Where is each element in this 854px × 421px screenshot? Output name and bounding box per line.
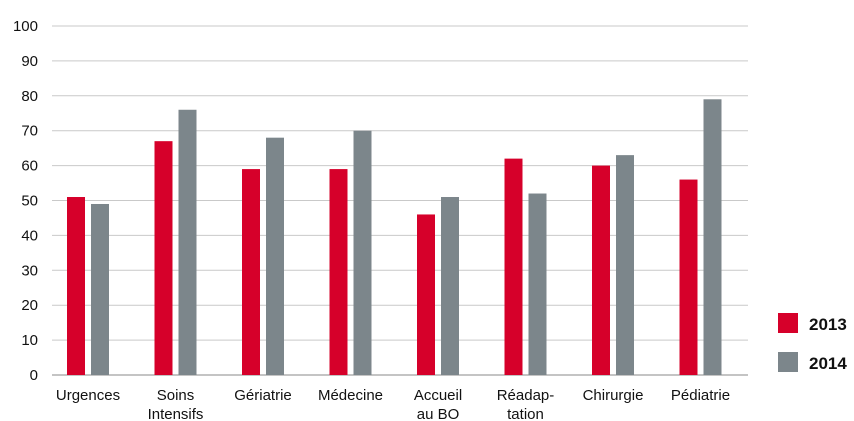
x-tick-label: tation bbox=[507, 406, 544, 421]
legend-swatch-2013 bbox=[778, 313, 798, 333]
bar-2013-1 bbox=[154, 141, 173, 375]
x-tick-label: Accueil bbox=[414, 387, 462, 404]
bar-2014-5 bbox=[528, 193, 547, 375]
x-axis: Urgences Soins Intensifs Gériatrie Médecine A… bbox=[56, 387, 730, 421]
bar-2014-1 bbox=[178, 109, 197, 375]
legend-label-2014: 2014 bbox=[809, 354, 847, 373]
y-tick-label: 100 bbox=[13, 18, 38, 35]
y-tick-label: 0 bbox=[30, 367, 38, 384]
x-tick-label: Gériatrie bbox=[234, 387, 292, 404]
x-tick-label: Urgences bbox=[56, 387, 120, 404]
bar-2013-6 bbox=[592, 165, 610, 375]
legend-label-2013: 2013 bbox=[809, 315, 847, 334]
bar-2014-6 bbox=[616, 155, 634, 375]
chart-legend: 2013 2014 bbox=[778, 313, 847, 373]
bar-2014-4 bbox=[441, 197, 459, 375]
y-tick-label: 70 bbox=[21, 123, 38, 140]
bar-2014-7 bbox=[703, 99, 722, 375]
y-tick-label: 60 bbox=[21, 158, 38, 175]
y-axis: 0 10 20 30 40 50 60 70 80 90 100 bbox=[13, 18, 38, 384]
y-tick-label: 20 bbox=[21, 297, 38, 314]
y-tick-label: 80 bbox=[21, 88, 38, 105]
bar-2014-0 bbox=[91, 203, 109, 375]
bar-2013-4 bbox=[417, 214, 435, 375]
x-tick-label: au BO bbox=[417, 406, 460, 421]
x-tick-label: Pédiatrie bbox=[671, 387, 730, 404]
bar-2013-0 bbox=[67, 197, 85, 375]
y-tick-label: 50 bbox=[21, 193, 38, 210]
bar-2013-7 bbox=[679, 179, 698, 375]
bar-2014-3 bbox=[353, 130, 372, 375]
x-tick-label: Soins bbox=[157, 387, 195, 404]
chart-bars bbox=[67, 99, 722, 375]
bar-2014-2 bbox=[266, 137, 284, 375]
x-tick-label: Chirurgie bbox=[583, 387, 644, 404]
y-tick-label: 10 bbox=[21, 332, 38, 349]
x-tick-label: Réadap- bbox=[497, 387, 555, 404]
bar-2013-5 bbox=[504, 158, 523, 375]
legend-swatch-2014 bbox=[778, 352, 798, 372]
y-tick-label: 40 bbox=[21, 227, 38, 244]
x-tick-label: Intensifs bbox=[148, 406, 204, 421]
x-tick-label: Médecine bbox=[318, 387, 383, 404]
y-tick-label: 90 bbox=[21, 53, 38, 70]
bar-2013-3 bbox=[329, 169, 348, 375]
y-tick-label: 30 bbox=[21, 262, 38, 279]
bar-2013-2 bbox=[242, 169, 260, 375]
